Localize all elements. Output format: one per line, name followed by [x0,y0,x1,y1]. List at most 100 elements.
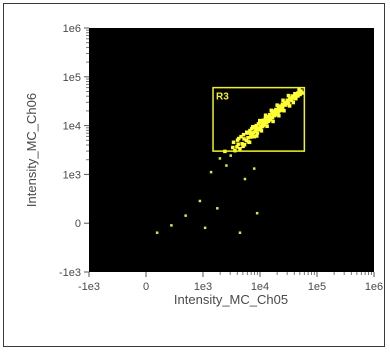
data-point [257,126,261,130]
data-point [235,145,239,149]
data-point [294,96,298,101]
data-point [270,111,274,115]
gate-rectangle[interactable] [212,86,306,152]
data-point [287,104,292,108]
data-point [216,207,219,210]
gate-region: R3 [212,86,306,152]
data-point [209,170,213,174]
data-point [244,138,249,143]
data-point [299,89,303,93]
data-point [242,142,247,147]
x-tick-label: 1e5 [308,281,326,293]
x-tick-label: 1e6 [365,281,383,293]
data-point [261,118,266,123]
data-point [248,131,253,136]
x-tick-label: -1e3 [78,281,100,293]
data-point [298,92,302,97]
data-point [281,98,285,103]
data-point [278,104,283,108]
data-point [276,105,281,110]
data-point [269,108,274,113]
y-tick-label: 0 [75,218,81,230]
data-point [254,126,258,131]
data-point [243,177,247,181]
data-point [251,131,256,135]
y-tick-label: -1e3 [59,267,81,279]
data-point [170,224,173,227]
data-point [242,137,246,141]
data-points [155,87,305,234]
data-point [203,226,207,230]
data-point [294,94,298,99]
data-point [288,96,292,100]
data-point [255,131,260,135]
data-point [283,100,287,105]
data-point [218,157,222,160]
data-point [198,199,202,203]
data-point [268,112,272,117]
data-point [290,96,294,101]
data-point [252,134,257,139]
data-point [265,124,269,129]
data-point [260,124,265,129]
data-point [155,231,159,234]
data-point [280,102,285,106]
data-point [258,127,263,131]
data-point [268,117,273,122]
data-point [259,129,264,133]
data-point [256,122,261,126]
data-point [276,110,280,115]
data-point [274,107,278,112]
data-point [254,123,258,128]
data-point [238,146,242,151]
gate-label: R3 [216,92,229,103]
data-point [184,214,187,217]
data-point [290,94,295,98]
data-point [225,164,228,167]
data-point [285,98,290,102]
data-point [246,140,251,144]
x-tick-label: 1e3 [194,281,212,293]
y-tick-label: 1e4 [63,121,81,133]
data-point [253,129,258,134]
data-point [271,119,275,124]
data-point [246,136,250,140]
data-point [272,109,276,113]
data-point [250,133,255,138]
data-point [282,108,286,113]
data-point [279,108,283,112]
data-point [300,91,305,95]
data-point [263,123,267,127]
data-point [250,127,254,131]
y-tick-label: 1e6 [63,23,81,35]
data-point [286,93,291,98]
data-point [272,113,277,118]
data-point [229,154,233,157]
data-point [291,100,296,105]
x-tick-label: 1e4 [251,281,269,293]
data-point [252,167,256,170]
data-point [296,94,300,98]
data-point [240,141,244,146]
y-axis: 1e6 1e5 1e4 1e3 0 -1e3 [59,23,89,279]
data-point [235,138,240,142]
data-point [255,134,259,138]
data-point [231,140,236,145]
data-point [263,116,268,121]
data-point [285,101,289,106]
data-point [277,114,281,118]
data-point [248,128,252,133]
data-point [270,115,275,120]
data-point [265,114,270,119]
data-point [258,124,262,129]
data-point [263,113,268,117]
data-point [241,132,246,137]
data-point [297,87,301,92]
data-point [267,118,271,123]
data-point [255,211,259,215]
data-point [245,131,249,135]
y-tick-label: 1e3 [63,169,81,181]
data-point [264,120,269,125]
x-tick-label: 0 [143,281,149,293]
